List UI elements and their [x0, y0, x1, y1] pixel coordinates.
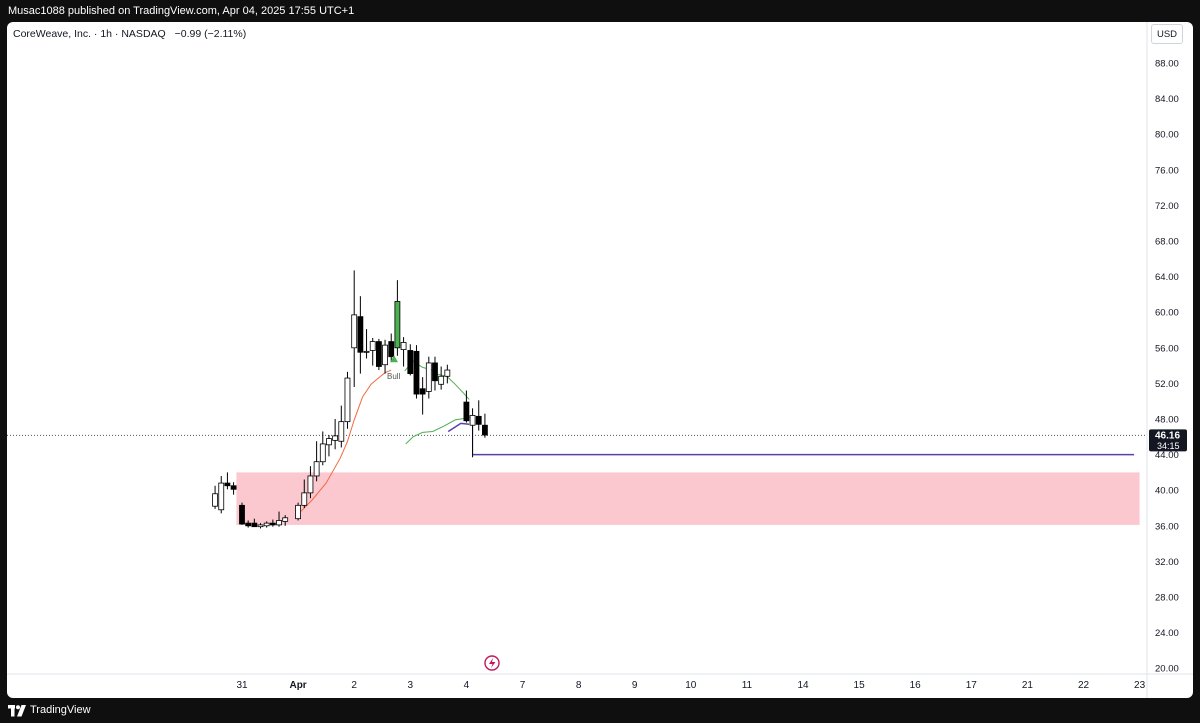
time-tick-label: 21 — [1022, 680, 1034, 691]
price-tick-label: 84.00 — [1155, 94, 1179, 105]
candle[interactable] — [269, 522, 276, 526]
candlestick-chart[interactable]: Bull 88.00 84.00 80.00 76.00 72.00 68.00 64.00 6… — [7, 22, 1193, 698]
price-tick-label: 80.00 — [1155, 130, 1179, 141]
price-tick-label: 88.00 — [1155, 59, 1179, 70]
candle[interactable] — [363, 350, 370, 353]
time-tick-label: 16 — [910, 680, 922, 691]
currency-button[interactable]: USD — [1151, 24, 1183, 44]
time-tick-label: 14 — [797, 680, 809, 691]
footer-brand: TradingView — [30, 704, 91, 716]
chart-panel[interactable]: Bull 88.00 84.00 80.00 76.00 72.00 68.00 64.00 6… — [7, 22, 1193, 698]
candle[interactable] — [469, 415, 476, 426]
time-tick-label: 2 — [351, 680, 357, 691]
candle[interactable] — [245, 522, 252, 527]
time-tick-label: 10 — [685, 680, 697, 691]
ema-fast-line — [297, 369, 392, 515]
candle[interactable] — [388, 341, 395, 358]
candle[interactable] — [307, 475, 314, 494]
event-marker-bolt-icon — [489, 658, 496, 668]
price-tick-label: 52.00 — [1155, 379, 1179, 390]
candle[interactable] — [432, 362, 438, 382]
price-tick-label: 44.00 — [1155, 450, 1179, 461]
time-tick-label: 3 — [408, 680, 414, 691]
time-tick-label: 4 — [464, 680, 470, 691]
symbol-change: −0.99 (−2.11%) — [174, 28, 247, 40]
candle[interactable] — [230, 485, 237, 490]
candle[interactable] — [313, 461, 320, 477]
symbol-name: CoreWeave, Inc. · 1h · NASDAQ — [13, 28, 166, 40]
candle[interactable] — [369, 341, 376, 351]
published-text: Musac1088 published on TradingView.com, … — [8, 5, 355, 17]
candle[interactable] — [382, 344, 388, 366]
last-price-badge — [1149, 429, 1187, 452]
candle[interactable] — [463, 401, 470, 422]
price-tick-label: 20.00 — [1155, 664, 1179, 675]
price-tick-label: 64.00 — [1155, 272, 1179, 283]
price-tick-label: 68.00 — [1155, 237, 1179, 248]
candle[interactable] — [400, 342, 407, 350]
price-tick-label: 56.00 — [1155, 343, 1179, 354]
footer-bar: TradingView — [0, 698, 1200, 723]
time-tick-label: 8 — [576, 680, 582, 691]
candle[interactable] — [295, 504, 302, 520]
candle[interactable] — [257, 524, 264, 528]
price-tick-label: 72.00 — [1155, 201, 1179, 212]
time-tick-label: 15 — [854, 680, 866, 691]
candle[interactable] — [282, 517, 289, 522]
demand-zone[interactable] — [236, 472, 1140, 525]
candle[interactable] — [444, 369, 451, 377]
candle[interactable] — [239, 504, 245, 525]
candle[interactable] — [332, 435, 339, 441]
candle[interactable] — [276, 520, 282, 526]
candle[interactable] — [218, 482, 225, 511]
candle[interactable] — [419, 388, 426, 395]
price-tick-label: 36.00 — [1155, 521, 1179, 532]
buy-signal-arrow-icon — [390, 355, 399, 363]
time-tick-label: 7 — [520, 680, 526, 691]
price-tick-label: 48.00 — [1155, 415, 1179, 426]
time-tick-label: 22 — [1078, 680, 1090, 691]
candle[interactable] — [394, 301, 401, 349]
candle[interactable] — [475, 415, 482, 425]
price-tick-label: 76.00 — [1155, 165, 1179, 176]
candle[interactable] — [482, 424, 488, 436]
candle[interactable] — [357, 316, 364, 353]
tradingview-logo-icon — [8, 704, 26, 716]
price-tick-label: 60.00 — [1155, 308, 1179, 319]
candle[interactable] — [326, 438, 332, 446]
time-tick-label: 31 — [236, 680, 248, 691]
candle[interactable] — [351, 314, 358, 349]
time-tick-label: 17 — [966, 680, 978, 691]
last-price-label: 46.16 — [1155, 430, 1180, 441]
time-tick-label: 9 — [632, 680, 638, 691]
candle[interactable] — [413, 350, 420, 395]
published-header: Musac1088 published on TradingView.com, … — [0, 0, 1200, 22]
price-tick-label: 32.00 — [1155, 557, 1179, 568]
time-tick-label: 23 — [1134, 680, 1146, 691]
candle[interactable] — [224, 482, 231, 487]
candle[interactable] — [344, 377, 351, 423]
time-tick-label: Apr — [289, 680, 306, 691]
candle[interactable] — [407, 350, 414, 375]
tradingview-logo[interactable]: TradingView — [8, 698, 91, 723]
symbol-legend: CoreWeave, Inc. · 1h · NASDAQ −0.99 (−2.… — [13, 28, 246, 40]
event-marker-icon[interactable] — [484, 655, 500, 671]
candle[interactable] — [212, 493, 218, 507]
time-tick-label: 11 — [742, 680, 753, 691]
candle[interactable] — [263, 522, 270, 527]
candle[interactable] — [301, 492, 308, 506]
countdown-label: 34:15 — [1157, 441, 1180, 451]
signal-label: Bull — [387, 372, 401, 381]
price-tick-label: 28.00 — [1155, 593, 1179, 604]
price-tick-label: 40.00 — [1155, 486, 1179, 497]
price-tick-label: 24.00 — [1155, 628, 1179, 639]
candle[interactable] — [375, 341, 382, 367]
candle[interactable] — [319, 443, 326, 463]
candle[interactable] — [251, 522, 258, 528]
candle[interactable] — [338, 421, 345, 442]
candle[interactable] — [438, 375, 445, 385]
candle[interactable] — [425, 362, 432, 392]
ma-purple-line — [447, 422, 470, 433]
